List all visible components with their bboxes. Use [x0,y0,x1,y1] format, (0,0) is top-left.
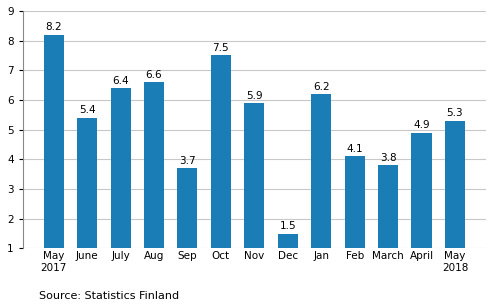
Text: 5.9: 5.9 [246,91,263,101]
Bar [110,88,131,278]
Bar [177,168,198,278]
Text: 8.2: 8.2 [45,22,62,32]
Bar [445,121,465,278]
Text: 5.3: 5.3 [447,108,463,118]
Bar [144,82,164,278]
Bar [378,165,398,278]
Bar [44,35,64,278]
Text: 5.4: 5.4 [79,105,96,116]
Bar [77,118,97,278]
Text: 3.7: 3.7 [179,156,196,166]
Bar [311,94,331,278]
Text: 3.8: 3.8 [380,153,396,163]
Text: 6.2: 6.2 [313,82,329,92]
Text: 7.5: 7.5 [212,43,229,53]
Text: 1.5: 1.5 [280,221,296,231]
Text: 4.9: 4.9 [413,120,430,130]
Text: 4.1: 4.1 [346,144,363,154]
Text: 6.6: 6.6 [146,70,162,80]
Bar [211,55,231,278]
Bar [278,233,298,278]
Bar [412,133,431,278]
Bar [345,156,365,278]
Bar [245,103,264,278]
Text: 6.4: 6.4 [112,76,129,86]
Text: Source: Statistics Finland: Source: Statistics Finland [39,291,179,301]
